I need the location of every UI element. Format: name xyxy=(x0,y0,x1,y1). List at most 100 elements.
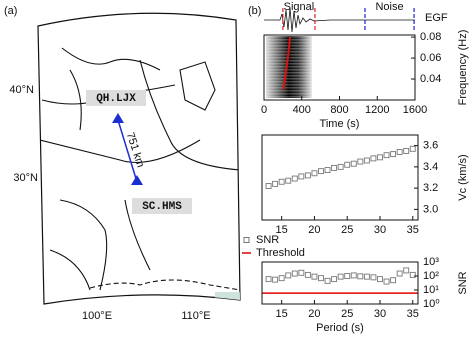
point xyxy=(350,272,357,279)
x-axis-title: Period (s) xyxy=(316,322,364,334)
point xyxy=(370,155,377,162)
point xyxy=(311,273,318,280)
y-tick-label: 0.04 xyxy=(420,73,441,85)
x-tick-label: 25 xyxy=(341,224,353,236)
map: QH.LJX SC.HMS 751 km 40°N 30°N 100°E 110… xyxy=(9,12,241,322)
point xyxy=(331,276,338,283)
y-tick-label: 3.2 xyxy=(423,182,438,194)
lon-label: 100°E xyxy=(82,310,112,322)
point xyxy=(298,173,305,180)
x-tick-label: 25 xyxy=(341,308,353,320)
point xyxy=(324,167,331,174)
label-box xyxy=(132,198,192,214)
x-tick-label: 20 xyxy=(308,308,320,320)
point xyxy=(285,272,292,279)
point xyxy=(304,172,311,179)
y-tick-label: 0.08 xyxy=(420,31,441,43)
point xyxy=(357,273,364,280)
point xyxy=(350,160,357,167)
trace-label: EGF xyxy=(425,12,448,24)
legend-label: Threshold xyxy=(256,247,305,259)
point xyxy=(403,147,410,154)
panel-label: (a) xyxy=(4,5,17,17)
y-axis-title: Frequency (Hz) xyxy=(457,30,469,106)
point xyxy=(272,276,279,283)
point xyxy=(363,157,370,164)
station-label: SC.HMS xyxy=(142,201,182,213)
point xyxy=(363,273,370,280)
point xyxy=(311,170,318,177)
plot-frame xyxy=(261,261,419,305)
point xyxy=(377,276,383,283)
y-tick-label: 3.6 xyxy=(423,140,438,152)
y-tick-label: 10³ xyxy=(423,256,439,268)
x-tick-label: 800 xyxy=(330,104,348,116)
point xyxy=(377,154,383,161)
station-path xyxy=(117,119,138,183)
point xyxy=(409,145,416,152)
waveform xyxy=(264,7,415,33)
point xyxy=(370,274,377,281)
point xyxy=(331,164,338,171)
y-tick-label: 10² xyxy=(423,270,439,282)
x-tick-label: 35 xyxy=(407,224,419,236)
label-box xyxy=(86,90,146,106)
x-tick-label: 15 xyxy=(276,308,288,320)
x-tick-label: 1200 xyxy=(365,104,389,116)
point xyxy=(291,270,298,277)
point xyxy=(344,161,351,168)
window-label: Noise xyxy=(375,1,403,13)
y-tick-label: 0.06 xyxy=(420,52,441,64)
x-tick-label: 30 xyxy=(374,224,386,236)
point xyxy=(265,276,272,283)
lat-label: 40°N xyxy=(9,84,34,96)
legend-marker xyxy=(243,237,250,243)
point xyxy=(272,180,279,187)
point xyxy=(357,158,364,165)
x-tick-label: 35 xyxy=(407,308,419,320)
x-tick-label: 400 xyxy=(293,104,311,116)
point xyxy=(285,177,292,184)
point xyxy=(383,152,390,159)
station-label: QH.LJX xyxy=(96,93,136,105)
x-tick-label: 0 xyxy=(261,104,267,116)
point xyxy=(291,175,298,182)
point xyxy=(304,271,311,278)
point xyxy=(298,269,305,276)
point xyxy=(344,273,351,279)
legend-label: SNR xyxy=(256,234,279,246)
y-axis-title: Vc (km/s) xyxy=(457,154,469,200)
point xyxy=(409,271,416,278)
point xyxy=(265,183,272,189)
dispersion-curve xyxy=(282,37,291,90)
station xyxy=(112,113,124,123)
point xyxy=(337,163,344,170)
window-label: Signal xyxy=(284,1,315,13)
lon-label: 110°E xyxy=(181,310,210,322)
x-tick-label: 30 xyxy=(374,308,386,320)
x-tick-label: 15 xyxy=(276,224,288,236)
point xyxy=(318,168,324,175)
x-tick-label: 1600 xyxy=(403,104,427,116)
point xyxy=(337,273,344,280)
point xyxy=(396,270,403,277)
point xyxy=(278,275,285,282)
panel-label: (b) xyxy=(248,5,261,17)
point xyxy=(390,277,397,284)
point xyxy=(396,149,403,155)
y-tick-label: 10¹ xyxy=(423,284,439,296)
y-tick-label: 3.4 xyxy=(423,161,438,173)
y-axis-title: SNR xyxy=(457,271,469,294)
point xyxy=(403,267,410,274)
lat-label: 30°N xyxy=(13,172,38,184)
station xyxy=(131,175,143,185)
plot-frame xyxy=(261,134,419,221)
point xyxy=(383,278,390,285)
point xyxy=(278,178,285,185)
point xyxy=(390,151,397,158)
x-tick-label: 20 xyxy=(308,224,320,236)
y-tick-label: 10⁰ xyxy=(423,298,440,310)
point xyxy=(318,275,324,282)
y-tick-label: 3.0 xyxy=(423,203,438,215)
